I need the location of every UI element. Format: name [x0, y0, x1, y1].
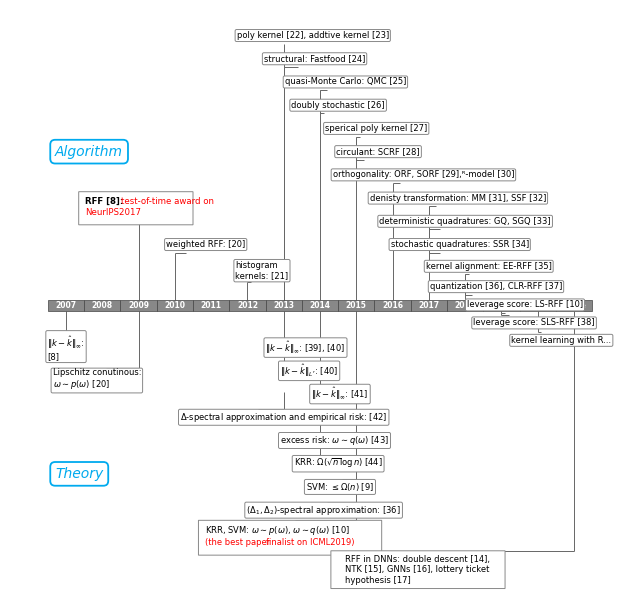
- Text: 2013: 2013: [273, 301, 294, 310]
- FancyBboxPatch shape: [520, 299, 556, 312]
- Text: 2019: 2019: [491, 301, 512, 310]
- Text: test-of-time award on: test-of-time award on: [121, 197, 214, 206]
- Text: KRR: $\Omega(\sqrt{n}\log n)$ [44]: KRR: $\Omega(\sqrt{n}\log n)$ [44]: [294, 457, 383, 470]
- Text: quasi-Monte Carlo: QMC [25]: quasi-Monte Carlo: QMC [25]: [285, 78, 406, 87]
- Text: $\|k-\hat{k}\|_{L^r}$: [40]: $\|k-\hat{k}\|_{L^r}$: [40]: [280, 362, 339, 379]
- Text: 2010: 2010: [164, 301, 186, 310]
- Text: SVM: $\leq \Omega(n)$ [9]: SVM: $\leq \Omega(n)$ [9]: [306, 481, 374, 493]
- Text: 2018: 2018: [454, 301, 476, 310]
- Text: $\Delta$-spectral approximation and empirical risk: [42]: $\Delta$-spectral approximation and empi…: [180, 411, 387, 424]
- Text: kernel learning with R...: kernel learning with R...: [511, 336, 611, 345]
- Text: $(\Delta_1, \Delta_2)$-spectral approximation: [36]: $(\Delta_1, \Delta_2)$-spectral approxim…: [246, 503, 401, 517]
- Text: 2011: 2011: [201, 301, 221, 310]
- FancyBboxPatch shape: [556, 299, 592, 312]
- FancyBboxPatch shape: [198, 521, 381, 555]
- Text: deterministic quadratures: GQ, SGQ [33]: deterministic quadratures: GQ, SGQ [33]: [380, 217, 551, 226]
- Text: $\|k-\hat{k}\|_\infty$: [41]: $\|k-\hat{k}\|_\infty$: [41]: [311, 386, 369, 402]
- Text: 2017: 2017: [419, 301, 440, 310]
- FancyBboxPatch shape: [48, 299, 84, 312]
- FancyBboxPatch shape: [447, 299, 483, 312]
- Text: 2008: 2008: [92, 301, 113, 310]
- Text: sperical poly kernel [27]: sperical poly kernel [27]: [325, 124, 428, 133]
- Text: RFF [8]:: RFF [8]:: [85, 197, 126, 206]
- Text: $\|k-\hat{k}\|_\infty$: [39], [40]: $\|k-\hat{k}\|_\infty$: [39], [40]: [266, 339, 346, 356]
- Text: stochastic quadratures: SSR [34]: stochastic quadratures: SSR [34]: [390, 240, 529, 249]
- Text: quantization [36], CLR-RFF [37]: quantization [36], CLR-RFF [37]: [430, 282, 562, 291]
- Text: KRR, SVM: $\omega \sim p(\omega)$, $\omega \sim q(\omega)$ [10]: KRR, SVM: $\omega \sim p(\omega)$, $\ome…: [205, 524, 350, 537]
- Text: histogram
kernels: [21]: histogram kernels: [21]: [236, 261, 289, 280]
- FancyBboxPatch shape: [338, 299, 374, 312]
- Text: kernel alignment: EE-RFF [35]: kernel alignment: EE-RFF [35]: [426, 262, 552, 271]
- Text: $\|k-\hat{k}\|_\infty$:
[8]: $\|k-\hat{k}\|_\infty$: [8]: [47, 334, 84, 361]
- FancyBboxPatch shape: [79, 192, 193, 225]
- Text: structural: Fastfood [24]: structural: Fastfood [24]: [264, 54, 365, 64]
- FancyBboxPatch shape: [84, 299, 120, 312]
- FancyBboxPatch shape: [229, 299, 266, 312]
- FancyBboxPatch shape: [411, 299, 447, 312]
- Text: 2007: 2007: [56, 301, 77, 310]
- Text: Lipschitz conutinous:
$\omega \sim p(\omega)$ [20]: Lipschitz conutinous: $\omega \sim p(\om…: [52, 368, 141, 392]
- Text: Algorithm: Algorithm: [55, 145, 123, 159]
- Text: denisty transformation: MM [31], SSF [32]: denisty transformation: MM [31], SSF [32…: [370, 194, 546, 203]
- FancyBboxPatch shape: [193, 299, 229, 312]
- Text: circulant: SCRF [28]: circulant: SCRF [28]: [336, 147, 420, 156]
- FancyBboxPatch shape: [374, 299, 411, 312]
- Text: leverage score: LS-RFF [10]: leverage score: LS-RFF [10]: [467, 301, 583, 309]
- FancyBboxPatch shape: [120, 299, 157, 312]
- Text: RFF in DNNs: double descent [14],
NTK [15], GNNs [16], lottery ticket
hypothesis: RFF in DNNs: double descent [14], NTK [1…: [346, 555, 490, 585]
- Text: orthogonality: ORF, SORF [29],ᴿ-model [30]: orthogonality: ORF, SORF [29],ᴿ-model [3…: [333, 170, 514, 180]
- Text: NeurIPS2017: NeurIPS2017: [85, 208, 141, 217]
- Text: poly kernel [22], addtive kernel [23]: poly kernel [22], addtive kernel [23]: [237, 31, 389, 40]
- Text: leverage score: SLS-RFF [38]: leverage score: SLS-RFF [38]: [473, 318, 595, 327]
- Text: excess risk: $\omega \sim q(\omega)$ [43]: excess risk: $\omega \sim q(\omega)$ [43…: [280, 434, 389, 447]
- Text: weighted RFF: [20]: weighted RFF: [20]: [166, 240, 245, 249]
- Text: 2016: 2016: [382, 301, 403, 310]
- Text: future: future: [561, 302, 586, 309]
- Text: Theory: Theory: [55, 467, 104, 481]
- FancyBboxPatch shape: [483, 299, 520, 312]
- Text: 2015: 2015: [346, 301, 367, 310]
- Text: doubly stochastic [26]: doubly stochastic [26]: [291, 101, 385, 110]
- Text: finalist on ICML2019): finalist on ICML2019): [266, 538, 355, 547]
- FancyBboxPatch shape: [157, 299, 193, 312]
- FancyBboxPatch shape: [302, 299, 338, 312]
- FancyBboxPatch shape: [331, 551, 505, 588]
- Text: 2014: 2014: [310, 301, 330, 310]
- FancyBboxPatch shape: [266, 299, 302, 312]
- Text: 2009: 2009: [128, 301, 149, 310]
- Text: 2012: 2012: [237, 301, 258, 310]
- Text: 2020: 2020: [527, 301, 548, 310]
- Text: (the best paper: (the best paper: [205, 538, 270, 547]
